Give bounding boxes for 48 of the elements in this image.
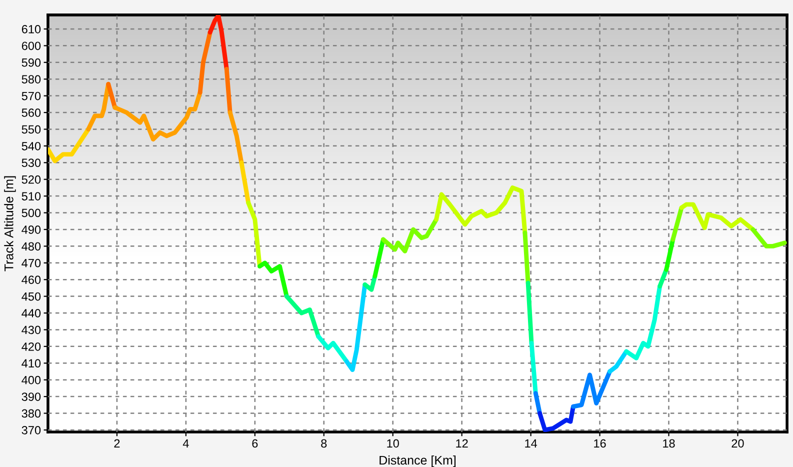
line-series [284,294,321,339]
line-series [48,127,91,164]
line-series [344,282,368,372]
x-axis-title: Distance [Km] [380,455,456,467]
y-tick-label: 370 [22,426,41,434]
line-series [316,334,349,364]
y-tick-label: 470 [22,258,41,268]
y-tick-label: 440 [22,309,41,318]
y-tick-label: 400 [22,376,41,384]
y-tick-label: 490 [22,226,41,234]
x-tick-label: 14 [525,439,538,448]
y-tick-label: 450 [22,292,41,301]
x-tick-label: 16 [594,439,606,448]
x-tick-label: 4 [182,439,189,448]
line-series [571,369,612,409]
line-series [679,202,756,232]
x-tick-label: 12 [456,439,468,448]
line-series [624,284,662,360]
x-tick-label: 18 [663,439,675,448]
y-tick-label: 540 [22,142,41,150]
line-series [258,260,289,299]
x-tick-label: 20 [732,439,744,448]
y-tick-label: 390 [22,392,41,401]
y-tick-label: 510 [22,192,41,200]
y-tick-label: 430 [22,326,41,334]
line-series [380,217,439,254]
y-tick-label: 500 [22,208,41,218]
y-tick-label: 590 [22,58,41,67]
y-tick-label: 460 [22,276,41,284]
y-tick-label: 570 [22,92,41,100]
x-tick-label: 2 [114,439,120,448]
y-tick-label: 550 [22,125,41,134]
x-tick-label: 6 [252,439,258,448]
y-tick-label: 580 [22,75,41,84]
y-tick-label: 380 [22,409,41,418]
y-tick-label: 600 [22,42,41,50]
line-series [112,90,202,142]
y-tick-label: 610 [22,25,41,34]
y-tick-label: 420 [22,342,41,351]
y-tick-label: 560 [22,108,41,117]
y-tick-label: 480 [22,242,41,251]
line-series [434,185,528,236]
y-axis-title: Track Altitude [m] [4,176,16,272]
y-tick-label: 410 [22,359,41,368]
x-tick-label: 10 [387,439,399,448]
x-tick-label: 8 [321,439,327,448]
y-tick-label: 520 [22,175,41,184]
y-tick-label: 530 [22,158,41,168]
